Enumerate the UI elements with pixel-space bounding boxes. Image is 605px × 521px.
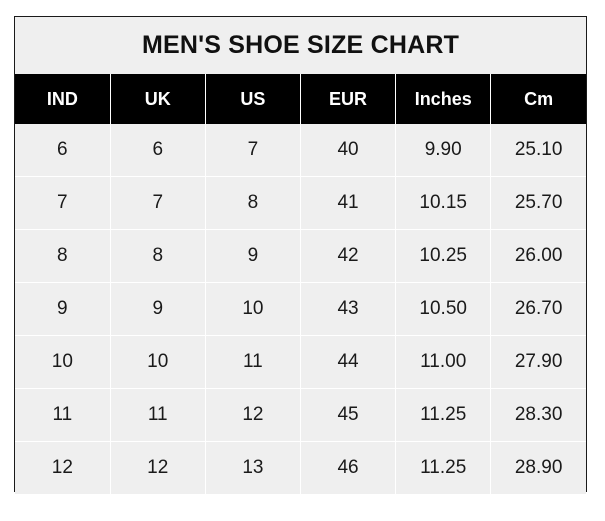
- cell-inches: 11.25: [395, 441, 492, 494]
- cell-eur: 45: [300, 388, 397, 442]
- cell-ind: 10: [15, 335, 111, 389]
- column-header-cm: Cm: [490, 74, 586, 124]
- table-row: 10 10 11 44 11.00 27.90: [15, 335, 586, 389]
- table-row: 11 11 12 45 11.25 28.30: [15, 388, 586, 442]
- cell-eur: 40: [300, 124, 397, 177]
- cell-cm: 28.90: [490, 441, 586, 494]
- cell-us: 8: [205, 176, 301, 230]
- cell-uk: 12: [110, 441, 206, 494]
- cell-eur: 41: [300, 176, 397, 230]
- cell-us: 9: [205, 229, 301, 283]
- size-chart-frame: MEN'S SHOE SIZE CHART IND UK US EUR Inch…: [14, 16, 587, 494]
- cell-cm: 25.10: [490, 124, 586, 177]
- cell-eur: 44: [300, 335, 397, 389]
- shoe-size-table: IND UK US EUR Inches Cm 6 6 7 40 9.90 25…: [15, 74, 586, 494]
- column-header-uk: UK: [110, 74, 206, 124]
- cell-ind: 6: [15, 124, 111, 177]
- cell-ind: 7: [15, 176, 111, 230]
- cell-uk: 8: [110, 229, 206, 283]
- cell-eur: 43: [300, 282, 397, 336]
- cell-eur: 42: [300, 229, 397, 283]
- cell-us: 12: [205, 388, 301, 442]
- table-row: 12 12 13 46 11.25 28.90: [15, 441, 586, 494]
- cell-cm: 26.00: [490, 229, 586, 283]
- cell-us: 7: [205, 124, 301, 177]
- cell-uk: 7: [110, 176, 206, 230]
- column-header-ind: IND: [15, 74, 111, 124]
- table-row: 7 7 8 41 10.15 25.70: [15, 176, 586, 230]
- page-title: MEN'S SHOE SIZE CHART: [15, 17, 586, 74]
- cell-cm: 25.70: [490, 176, 586, 230]
- cell-inches: 10.50: [395, 282, 492, 336]
- cell-us: 10: [205, 282, 301, 336]
- column-header-eur: EUR: [300, 74, 397, 124]
- column-header-inches: Inches: [395, 74, 492, 124]
- cell-ind: 11: [15, 388, 111, 442]
- table-row: 6 6 7 40 9.90 25.10: [15, 124, 586, 177]
- cell-eur: 46: [300, 441, 397, 494]
- table-body: 6 6 7 40 9.90 25.10 7 7 8 41 10.15 25.70…: [15, 124, 586, 494]
- table-header: IND UK US EUR Inches Cm: [15, 74, 586, 124]
- cell-ind: 9: [15, 282, 111, 336]
- table-header-row: IND UK US EUR Inches Cm: [15, 74, 586, 124]
- cell-ind: 8: [15, 229, 111, 283]
- cell-uk: 11: [110, 388, 206, 442]
- cell-uk: 10: [110, 335, 206, 389]
- cell-inches: 10.15: [395, 176, 492, 230]
- cell-inches: 11.25: [395, 388, 492, 442]
- cell-us: 11: [205, 335, 301, 389]
- cell-ind: 12: [15, 441, 111, 494]
- cell-cm: 26.70: [490, 282, 586, 336]
- cell-us: 13: [205, 441, 301, 494]
- table-row: 8 8 9 42 10.25 26.00: [15, 229, 586, 283]
- table-row: 9 9 10 43 10.50 26.70: [15, 282, 586, 336]
- cell-cm: 28.30: [490, 388, 586, 442]
- cell-inches: 9.90: [395, 124, 492, 177]
- cell-uk: 6: [110, 124, 206, 177]
- cell-inches: 10.25: [395, 229, 492, 283]
- cell-uk: 9: [110, 282, 206, 336]
- cell-cm: 27.90: [490, 335, 586, 389]
- column-header-us: US: [205, 74, 301, 124]
- cell-inches: 11.00: [395, 335, 492, 389]
